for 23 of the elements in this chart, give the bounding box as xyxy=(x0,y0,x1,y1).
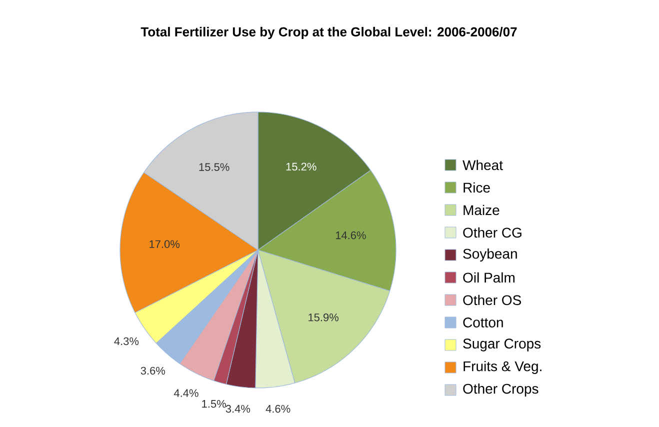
data-label: 17.0% xyxy=(150,240,180,248)
data-label: 15.5% xyxy=(199,163,230,171)
legend-label: Soybean xyxy=(463,248,517,262)
data-label: 3.4% xyxy=(226,404,250,413)
chart-title: Total Fertilizer Use by Crop at the Global Level: 2006-2006/07 xyxy=(140,26,517,40)
legend-label: Sugar Crops xyxy=(463,338,541,352)
legend-label: Other CG xyxy=(463,227,522,238)
legend-label: Rice xyxy=(464,182,490,193)
legend-label: Maize xyxy=(464,204,500,216)
data-label: 1.5% xyxy=(202,400,226,408)
legend-label: Wheat xyxy=(462,160,503,170)
legend-label: Cotton xyxy=(463,318,503,328)
data-label: 15.9% xyxy=(308,313,338,322)
data-label: 14.6% xyxy=(336,231,366,240)
data-label: 4.4% xyxy=(174,389,198,397)
legend-label: Oil Palm xyxy=(463,272,514,283)
legend-label: Fruits & Veg. xyxy=(464,360,542,374)
data-label: 4.3% xyxy=(114,337,139,346)
data-label: 4.6% xyxy=(266,404,290,413)
legend-label: Other Crops xyxy=(463,383,538,397)
data-label: 3.6% xyxy=(140,366,166,375)
legend-label: Other OS xyxy=(463,294,522,306)
data-label: 15.2% xyxy=(286,162,316,171)
